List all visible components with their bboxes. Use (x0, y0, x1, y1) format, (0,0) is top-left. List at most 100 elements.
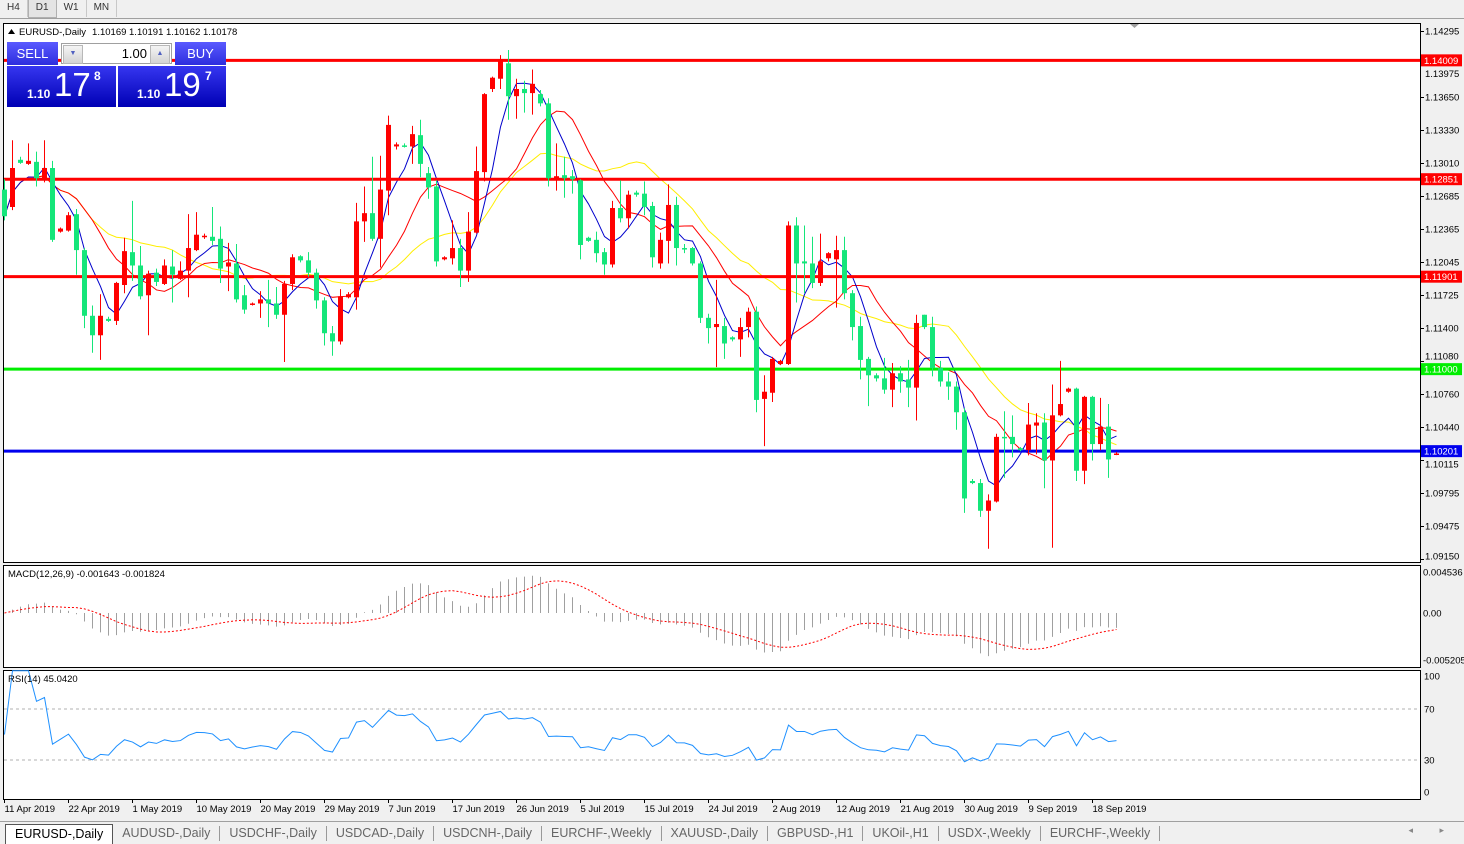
tab-gbpusd-h1[interactable]: GBPUSD-,H1 (768, 825, 864, 841)
candle-bearish (402, 145, 407, 147)
candle-bearish (586, 237, 591, 241)
chart-tabs: EURUSD-,Daily AUDUSD-,Daily USDCHF-,Dail… (0, 821, 1464, 844)
candle-bearish (266, 299, 271, 304)
sell-button[interactable]: SELL (7, 42, 58, 65)
candle-bearish (802, 261, 807, 264)
candle-bearish (858, 326, 863, 360)
candle-bullish (290, 257, 295, 284)
candle-bullish (994, 436, 999, 502)
candle-bearish (1090, 396, 1095, 445)
candle-bullish (1058, 404, 1063, 416)
candle-bearish (106, 318, 111, 321)
rsi-panel (3, 670, 1421, 800)
tab-eurusd-daily[interactable]: EURUSD-,Daily (5, 824, 114, 844)
candle-bearish (602, 252, 607, 265)
candle-bullish (186, 248, 191, 271)
candle-bullish (146, 273, 151, 296)
lot-size-input[interactable]: ▼ 1.00 ▲ (61, 43, 172, 64)
candle-bearish (418, 135, 423, 164)
candle-bearish (18, 159, 23, 163)
candle-bearish (722, 326, 727, 344)
rsi-axis-label: 100 (1424, 672, 1440, 683)
candle-bullish (162, 265, 167, 284)
buy-price-button[interactable]: 1.10 19 7 (118, 66, 226, 107)
candle-bearish (730, 337, 735, 340)
tab-eurchf-weekly-2[interactable]: EURCHF-,Weekly (1041, 825, 1161, 841)
tab-scroll-arrows[interactable]: ◂ ▸ (1408, 825, 1456, 835)
price-axis-label: 1.10760 (1425, 390, 1459, 401)
candle-bearish (874, 375, 879, 379)
candle-bullish (66, 215, 71, 231)
candle-bullish (890, 373, 895, 390)
candle-bullish (122, 251, 127, 285)
candle-bearish (922, 314, 927, 328)
tab-xauusd-daily[interactable]: XAUUSD-,Daily (662, 825, 769, 841)
date-axis-label: 18 Sep 2019 (1093, 804, 1147, 815)
candle-bullish (282, 283, 287, 315)
candle-bearish (898, 373, 903, 382)
candle-bearish (906, 379, 911, 388)
date-axis-label: 11 Apr 2019 (5, 804, 56, 815)
candle-bullish (58, 228, 63, 232)
candle-bullish (1034, 422, 1039, 426)
timeframe-h4[interactable]: H4 (0, 0, 28, 17)
candle-bullish (394, 144, 399, 147)
buy-button[interactable]: BUY (175, 42, 226, 65)
date-axis-label: 29 May 2019 (325, 804, 380, 815)
candle-bearish (706, 317, 711, 329)
candle-bearish (306, 260, 311, 273)
candle-bullish (338, 296, 343, 342)
timeframe-toolbar: H4 D1 W1 MN (0, 0, 1464, 19)
candle-bullish (1082, 396, 1087, 471)
candle-bearish (506, 63, 511, 97)
candle-bullish (1050, 415, 1055, 461)
candle-bearish (578, 180, 583, 245)
candle-bearish (274, 303, 279, 315)
sell-price-prefix: 1.10 (27, 87, 51, 101)
candle-bearish (946, 381, 951, 387)
candle-bearish (154, 272, 159, 282)
timeframe-w1[interactable]: W1 (57, 0, 87, 17)
candle-bullish (114, 282, 119, 321)
tab-usdcnh-daily[interactable]: USDCNH-,Daily (434, 825, 543, 841)
candle-bullish (250, 303, 255, 305)
rsi-axis-label: 30 (1424, 756, 1435, 767)
candle-bullish (914, 322, 919, 388)
candle-bearish (130, 252, 135, 266)
macd-axis-label: 0.00 (1423, 609, 1442, 620)
tab-usdx-weekly[interactable]: USDX-,Weekly (939, 825, 1041, 841)
timeframe-mn[interactable]: MN (87, 0, 118, 17)
date-axis-label: 12 Aug 2019 (837, 804, 890, 815)
candle-bullish (778, 360, 783, 365)
tab-usdchf-daily[interactable]: USDCHF-,Daily (220, 825, 327, 841)
level-price-tag (1421, 173, 1462, 186)
candle-bullish (714, 323, 719, 328)
date-axis-label: 5 Jul 2019 (581, 804, 625, 815)
candle-bearish (1002, 436, 1007, 439)
lot-size-value[interactable]: 1.00 (121, 46, 147, 61)
candle-bearish (634, 192, 639, 195)
candle-bearish (954, 386, 959, 413)
tab-eurchf-weekly[interactable]: EURCHF-,Weekly (542, 825, 662, 841)
candle-bullish (26, 160, 31, 164)
candle-bearish (842, 250, 847, 294)
candle-bearish (642, 193, 647, 207)
lot-increase-button[interactable]: ▲ (150, 45, 170, 64)
candle-bearish (970, 481, 975, 484)
candle-bearish (866, 358, 871, 376)
candle-bearish (314, 272, 319, 301)
price-axis-label: 1.12045 (1425, 258, 1459, 269)
level-price-label: 1.12851 (1424, 175, 1458, 186)
buy-price-prefix: 1.10 (137, 87, 161, 101)
tab-ukoil-h1[interactable]: UKOil-,H1 (863, 825, 939, 841)
tab-usdcad-daily[interactable]: USDCAD-,Daily (327, 825, 435, 841)
candle-bearish (650, 205, 655, 258)
tab-audusd-daily[interactable]: AUDUSD-,Daily (113, 825, 221, 841)
rsi-label: RSI(14) 45.0420 (8, 674, 78, 685)
macd-label: MACD(12,26,9) -0.001643 -0.001824 (8, 569, 165, 580)
timeframe-d1[interactable]: D1 (27, 0, 57, 18)
rsi-axis-label: 70 (1424, 705, 1435, 716)
lot-decrease-button[interactable]: ▼ (63, 45, 83, 64)
sell-price-button[interactable]: 1.10 17 8 (7, 66, 116, 107)
